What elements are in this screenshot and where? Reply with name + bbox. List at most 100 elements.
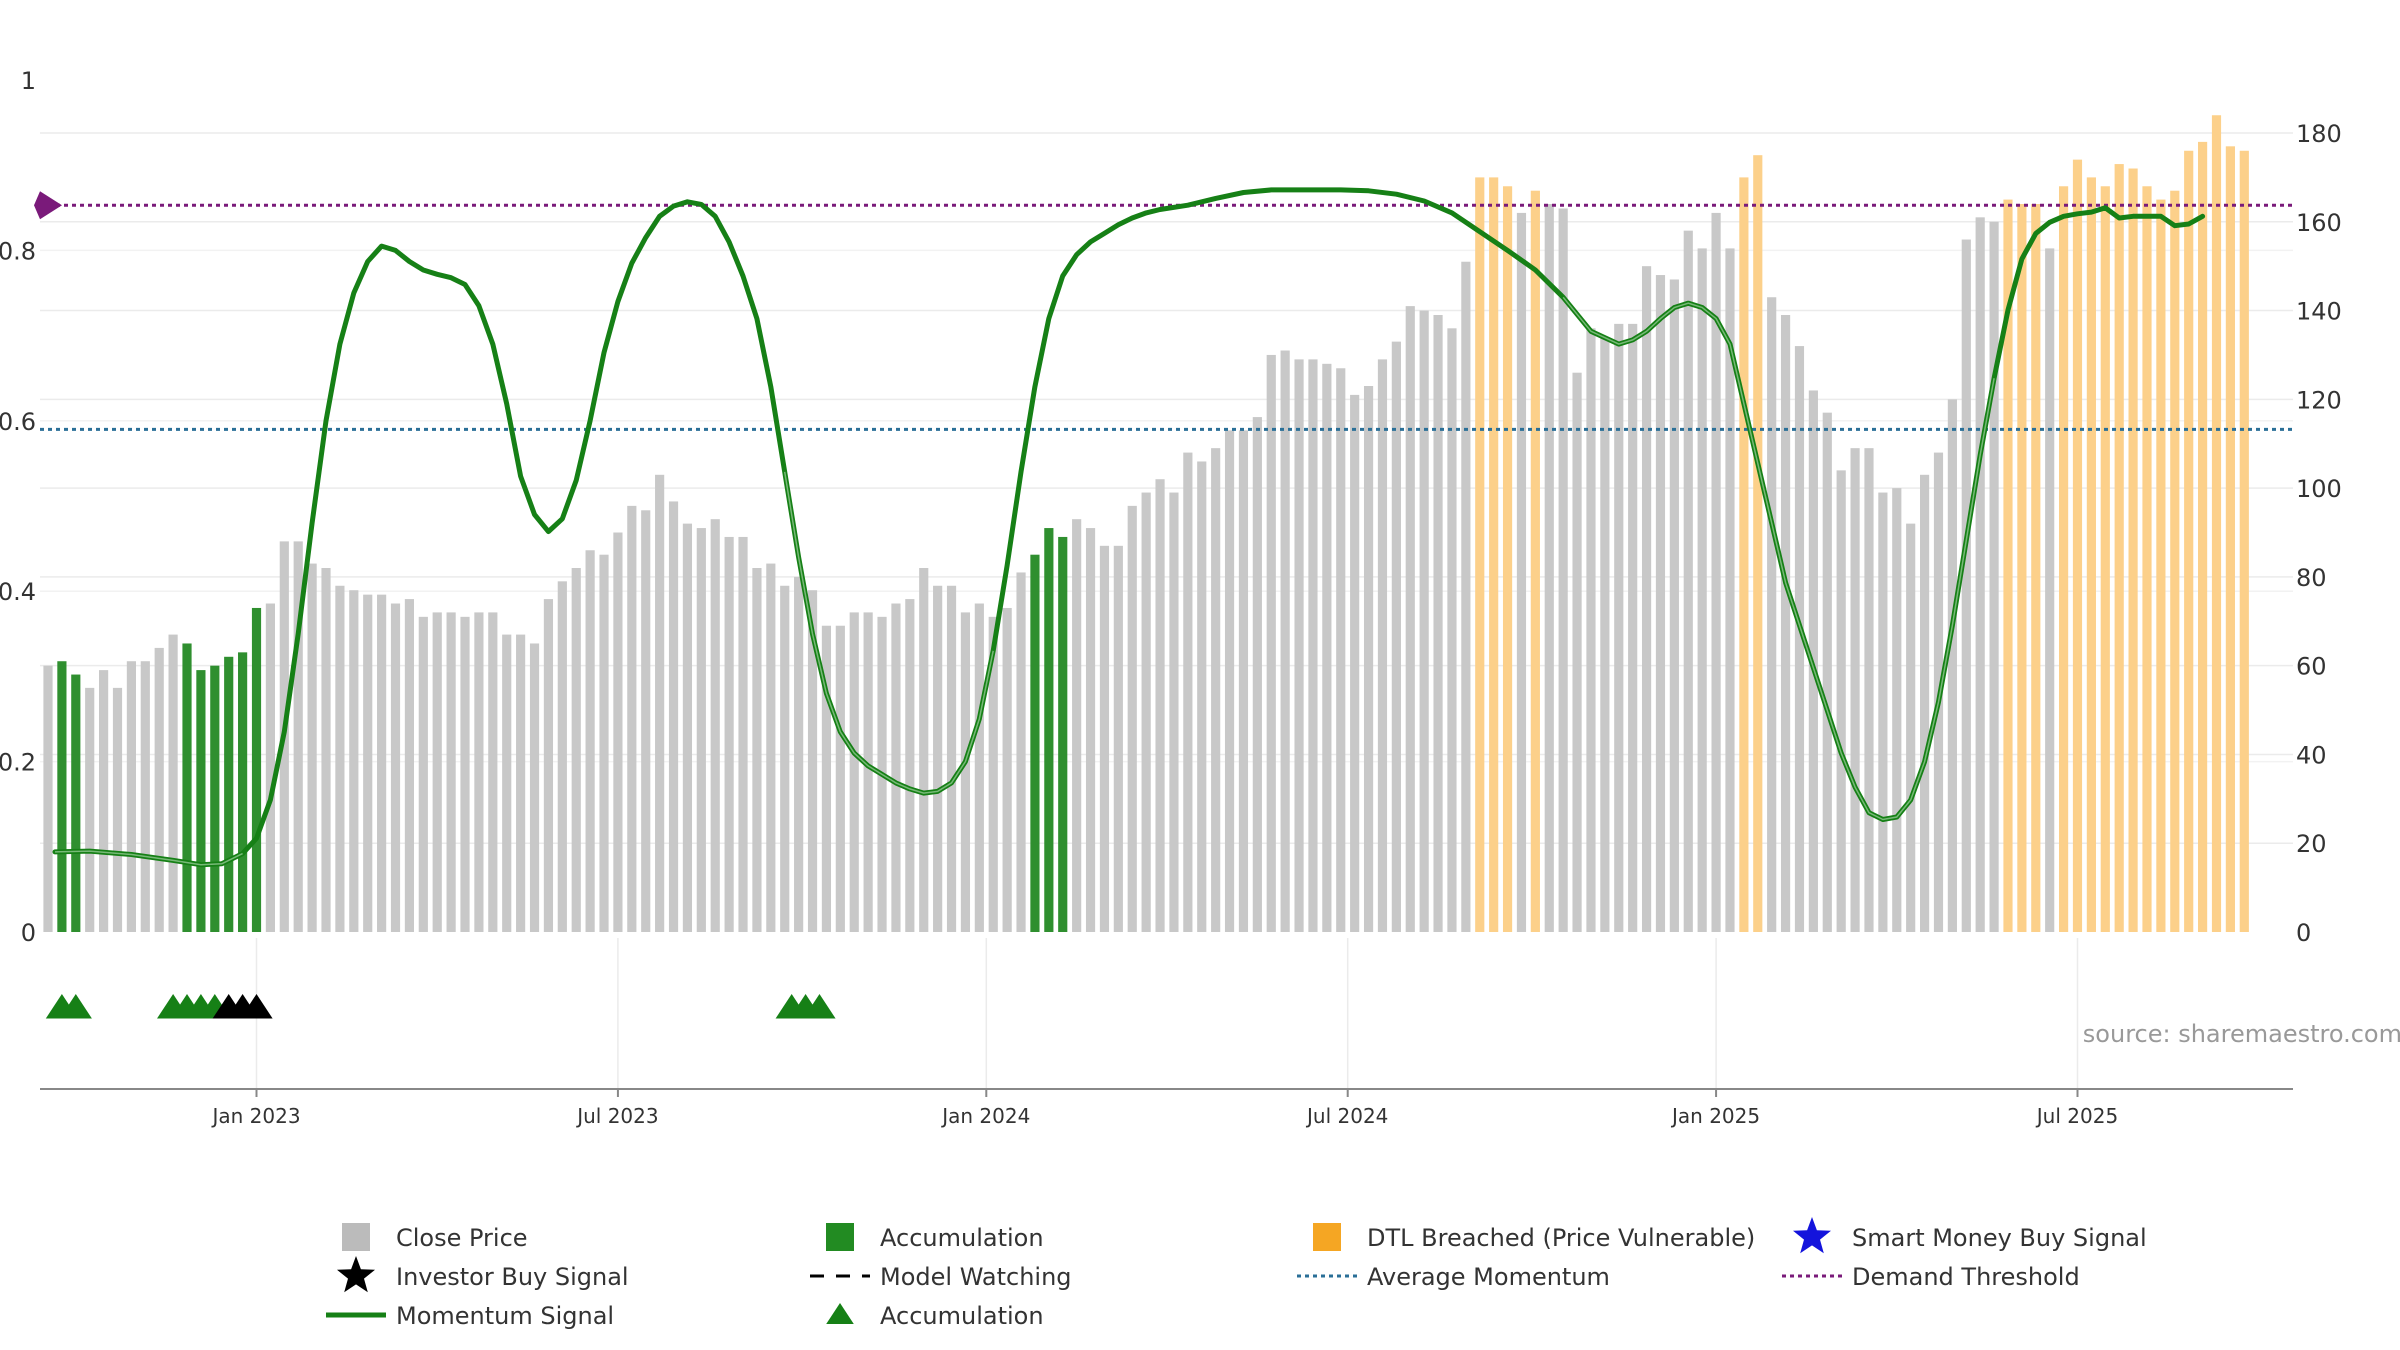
legend-star-swatch	[337, 1256, 375, 1293]
price-bar	[794, 576, 804, 932]
price-bar	[1030, 554, 1040, 932]
legend-label: Investor Buy Signal	[396, 1263, 629, 1291]
price-bar	[57, 661, 67, 932]
price-bar	[432, 612, 442, 932]
price-bar	[1280, 350, 1290, 932]
legend-item: Demand Threshold	[1782, 1263, 2080, 1291]
price-bar	[293, 541, 303, 932]
legend-item: Accumulation	[826, 1302, 1044, 1330]
price-bar	[488, 612, 498, 932]
price-bar	[1794, 346, 1805, 933]
price-bar	[377, 594, 387, 932]
price-bar	[1197, 461, 1207, 932]
price-bar	[307, 563, 317, 932]
right-tick-label: 100	[2296, 475, 2342, 503]
accumulation-triangle	[59, 994, 92, 1019]
price-bar	[1669, 279, 1679, 932]
price-bar	[627, 505, 637, 932]
source-label: source: sharemaestro.com	[2083, 1020, 2400, 1048]
price-bar	[321, 568, 331, 932]
price-bar	[988, 616, 998, 932]
price-bar	[641, 510, 651, 932]
price-bar	[1350, 394, 1360, 933]
price-bar	[1641, 266, 1652, 933]
price-bar	[1725, 248, 1735, 932]
price-bar	[682, 523, 693, 932]
price-bar	[502, 634, 512, 932]
price-bar	[2225, 146, 2235, 933]
price-bar	[1975, 217, 1985, 933]
right-tick-label: 140	[2296, 298, 2342, 326]
price-bar	[71, 674, 81, 932]
price-bar	[891, 603, 901, 932]
right-tick-label: 0	[2296, 919, 2311, 947]
price-bar	[1780, 314, 1791, 932]
signal-markers	[45, 994, 836, 1019]
grid-lines	[40, 132, 2293, 1089]
price-bar	[655, 474, 665, 932]
price-bar	[1266, 354, 1276, 932]
momentum-faded-highlight-2	[1562, 296, 1995, 821]
left-tick-label: 0.4	[0, 578, 36, 606]
price-bar	[849, 612, 859, 932]
price-bar	[710, 519, 720, 932]
price-bar	[1058, 536, 1068, 932]
price-bar	[905, 599, 915, 932]
price-bar	[1099, 545, 1110, 932]
price-bar	[1850, 448, 1860, 932]
price-bar	[1989, 221, 1999, 932]
date-tick-label: Jul 2025	[2035, 1104, 2118, 1128]
price-bar	[585, 550, 595, 932]
left-tick-label: 0.2	[0, 749, 36, 777]
left-tick-label: 0.6	[0, 408, 36, 436]
legend-label: Accumulation	[880, 1302, 1044, 1330]
price-bar	[1002, 607, 1012, 932]
price-bar	[543, 599, 554, 932]
price-bar	[363, 594, 373, 932]
price-bar	[1711, 212, 1721, 932]
right-tick-label: 80	[2296, 564, 2327, 592]
legend: Close Price Accumulation DTL Breached (Pri…	[326, 1217, 2147, 1330]
right-tick-label: 60	[2296, 653, 2327, 681]
price-bar	[238, 652, 248, 932]
price-bar	[766, 563, 776, 932]
price-bar	[335, 585, 345, 932]
price-bar	[265, 603, 275, 932]
price-bar	[960, 612, 971, 932]
price-bar	[43, 665, 53, 932]
demand-threshold-marker	[34, 191, 62, 220]
price-bar	[516, 634, 526, 932]
right-tick-label: 20	[2296, 830, 2327, 858]
price-bar	[1419, 310, 1429, 932]
price-bar	[1822, 412, 1832, 932]
price-bar	[1461, 261, 1471, 932]
legend-label: Smart Money Buy Signal	[1852, 1224, 2147, 1252]
price-bar	[2072, 159, 2083, 933]
price-bar	[557, 581, 567, 932]
legend-label: Model Watching	[880, 1263, 1072, 1291]
left-tick-label: 0	[21, 919, 36, 947]
price-bar	[1655, 275, 1666, 932]
price-bars	[43, 115, 2249, 933]
price-bar	[1697, 248, 1707, 932]
price-bar	[1433, 314, 1443, 932]
price-bar	[126, 661, 136, 932]
price-bar	[460, 616, 470, 932]
price-bar	[946, 585, 957, 932]
price-bar	[1878, 492, 1888, 932]
price-bar	[2100, 186, 2110, 932]
right-tick-label: 40	[2296, 741, 2327, 769]
price-bar	[2003, 199, 2013, 933]
legend-square-swatch	[342, 1223, 370, 1251]
price-bar	[2198, 141, 2208, 932]
price-bar	[571, 568, 581, 932]
price-bar	[1628, 323, 1638, 933]
price-bar	[1224, 430, 1235, 932]
price-bar	[668, 501, 679, 932]
price-bar	[1238, 430, 1249, 932]
price-bar	[2239, 150, 2249, 932]
price-bar	[2170, 190, 2180, 932]
price-bar	[1085, 528, 1096, 932]
price-bar	[168, 634, 178, 932]
